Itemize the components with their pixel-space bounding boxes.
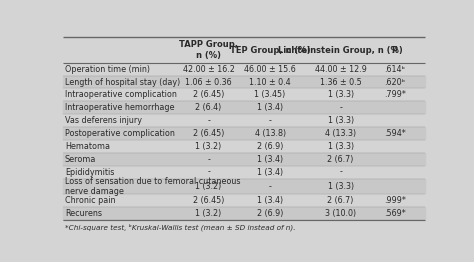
Bar: [63, 63, 425, 75]
Text: -: -: [207, 155, 210, 164]
Text: Vas deferens injury: Vas deferens injury: [65, 116, 142, 125]
Text: 3 (10.0): 3 (10.0): [325, 209, 356, 218]
Bar: [63, 194, 425, 207]
Text: 1 (3.2): 1 (3.2): [195, 182, 222, 191]
Bar: [63, 166, 425, 178]
Text: 44.00 ± 12.9: 44.00 ± 12.9: [315, 65, 366, 74]
Text: 1 (3.3): 1 (3.3): [328, 116, 354, 125]
Text: 2 (6.45): 2 (6.45): [193, 196, 224, 205]
Text: 2 (6.9): 2 (6.9): [257, 142, 283, 151]
Text: Recurens: Recurens: [65, 209, 102, 218]
Text: .620ᵇ: .620ᵇ: [384, 78, 406, 86]
Text: 1 (3.3): 1 (3.3): [328, 182, 354, 191]
Text: Chronic pain: Chronic pain: [65, 196, 115, 205]
Text: .569*: .569*: [384, 209, 406, 218]
Text: TEP Group, n (%): TEP Group, n (%): [230, 46, 310, 54]
Text: TAPP Group,
n (%): TAPP Group, n (%): [179, 40, 238, 60]
Text: Length of hospital stay (day): Length of hospital stay (day): [65, 78, 180, 86]
Text: Seroma: Seroma: [65, 155, 96, 164]
Text: Lichteinstein Group, n (%): Lichteinstein Group, n (%): [278, 46, 403, 54]
Text: -: -: [207, 116, 210, 125]
Text: -: -: [207, 168, 210, 177]
Text: 1 (3.45): 1 (3.45): [255, 90, 286, 99]
Bar: [63, 114, 425, 127]
Text: 1 (3.4): 1 (3.4): [257, 155, 283, 164]
Text: 2 (6.7): 2 (6.7): [328, 155, 354, 164]
Text: 4 (13.8): 4 (13.8): [255, 129, 286, 138]
Text: -: -: [339, 103, 342, 112]
Bar: [63, 127, 425, 140]
Text: .799*: .799*: [383, 90, 406, 99]
Bar: [63, 153, 425, 166]
Bar: [63, 37, 425, 63]
Bar: [63, 207, 425, 220]
Bar: [63, 178, 425, 194]
Text: Loss of sensation due to femoral cutaneous
nerve damage: Loss of sensation due to femoral cutaneo…: [65, 177, 240, 196]
Text: 4 (13.3): 4 (13.3): [325, 129, 356, 138]
Bar: [63, 89, 425, 101]
Text: -: -: [269, 116, 272, 125]
Text: *Chi-square test, ᵇKruskal-Wallis test (mean ± SD instead of n).: *Chi-square test, ᵇKruskal-Wallis test (…: [65, 223, 295, 231]
Text: 2 (6.45): 2 (6.45): [193, 90, 224, 99]
Text: 1 (3.2): 1 (3.2): [195, 142, 222, 151]
Text: Operation time (min): Operation time (min): [65, 65, 150, 74]
Text: .594*: .594*: [384, 129, 406, 138]
Text: 46.00 ± 15.6: 46.00 ± 15.6: [244, 65, 296, 74]
Text: Intraoperative hemorrhage: Intraoperative hemorrhage: [65, 103, 174, 112]
Text: 1 (3.4): 1 (3.4): [257, 103, 283, 112]
Text: 42.00 ± 16.2: 42.00 ± 16.2: [182, 65, 235, 74]
Text: 2 (6.45): 2 (6.45): [193, 129, 224, 138]
Text: .614ᵇ: .614ᵇ: [384, 65, 406, 74]
Text: 2 (6.4): 2 (6.4): [195, 103, 222, 112]
Text: 1.06 ± 0.36: 1.06 ± 0.36: [185, 78, 232, 86]
Text: 1 (3.3): 1 (3.3): [328, 90, 354, 99]
Text: 1 (3.3): 1 (3.3): [328, 142, 354, 151]
Text: Epididymitis: Epididymitis: [65, 168, 114, 177]
Text: -: -: [269, 182, 272, 191]
Text: -: -: [339, 168, 342, 177]
Bar: [63, 101, 425, 114]
Text: P: P: [391, 46, 397, 54]
Text: 2 (6.9): 2 (6.9): [257, 209, 283, 218]
Bar: [63, 140, 425, 153]
Bar: [63, 75, 425, 89]
Text: Postoperative complication: Postoperative complication: [65, 129, 174, 138]
Text: 1 (3.4): 1 (3.4): [257, 168, 283, 177]
Text: 1 (3.4): 1 (3.4): [257, 196, 283, 205]
Text: Intraoperative complication: Intraoperative complication: [65, 90, 177, 99]
Text: .999*: .999*: [383, 196, 406, 205]
Text: 1.10 ± 0.4: 1.10 ± 0.4: [249, 78, 291, 86]
Text: Hematoma: Hematoma: [65, 142, 110, 151]
Text: 1 (3.2): 1 (3.2): [195, 209, 222, 218]
Text: 1.36 ± 0.5: 1.36 ± 0.5: [320, 78, 362, 86]
Text: 2 (6.7): 2 (6.7): [328, 196, 354, 205]
